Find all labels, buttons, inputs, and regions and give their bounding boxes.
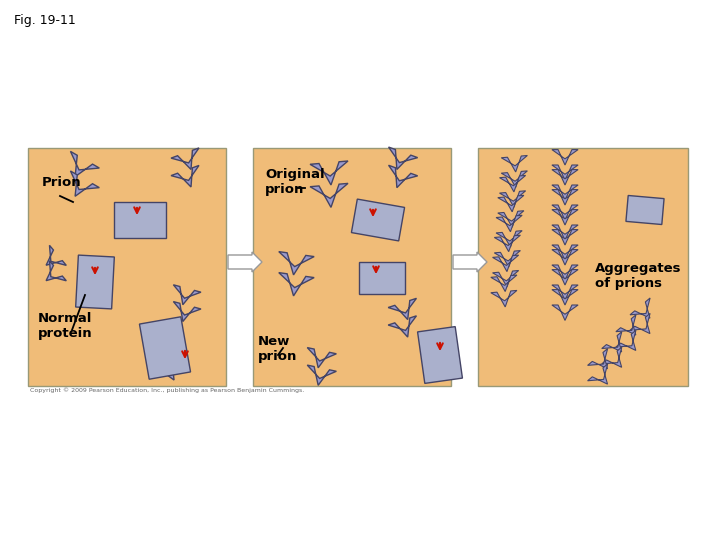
- Polygon shape: [616, 330, 636, 350]
- Polygon shape: [501, 156, 527, 172]
- Polygon shape: [388, 298, 416, 320]
- Polygon shape: [552, 210, 578, 225]
- Polygon shape: [552, 269, 578, 285]
- Polygon shape: [500, 191, 526, 207]
- Polygon shape: [359, 262, 405, 294]
- FancyBboxPatch shape: [253, 148, 451, 386]
- Polygon shape: [552, 165, 578, 180]
- FancyBboxPatch shape: [478, 148, 688, 386]
- Text: New
prion: New prion: [258, 335, 297, 363]
- Polygon shape: [492, 255, 518, 272]
- Polygon shape: [154, 359, 178, 380]
- Polygon shape: [279, 252, 314, 275]
- Polygon shape: [46, 245, 66, 265]
- Text: Prion: Prion: [42, 176, 81, 189]
- Polygon shape: [71, 171, 99, 196]
- Polygon shape: [495, 251, 521, 267]
- Polygon shape: [388, 316, 416, 337]
- FancyBboxPatch shape: [28, 148, 226, 386]
- Text: Normal
protein: Normal protein: [38, 312, 93, 340]
- Polygon shape: [351, 199, 405, 241]
- Polygon shape: [171, 165, 199, 187]
- FancyArrow shape: [453, 252, 487, 272]
- Polygon shape: [602, 332, 622, 352]
- Polygon shape: [310, 161, 348, 185]
- Polygon shape: [552, 230, 578, 245]
- Polygon shape: [46, 261, 66, 281]
- Polygon shape: [279, 273, 314, 296]
- Polygon shape: [552, 185, 578, 200]
- Polygon shape: [498, 211, 524, 227]
- Polygon shape: [389, 147, 418, 170]
- Text: Fig. 19-11: Fig. 19-11: [14, 14, 76, 27]
- Polygon shape: [76, 255, 114, 309]
- Polygon shape: [491, 275, 517, 292]
- Polygon shape: [500, 176, 526, 192]
- Polygon shape: [491, 291, 517, 307]
- Polygon shape: [588, 348, 608, 369]
- Text: Original
prion: Original prion: [265, 168, 325, 196]
- Polygon shape: [154, 343, 178, 364]
- Polygon shape: [552, 205, 578, 220]
- Polygon shape: [602, 347, 622, 367]
- Text: Copyright © 2009 Pearson Education, Inc., publishing as Pearson Benjamin Cumming: Copyright © 2009 Pearson Education, Inc.…: [30, 387, 305, 393]
- Polygon shape: [307, 365, 336, 386]
- Polygon shape: [552, 245, 578, 260]
- Polygon shape: [501, 171, 527, 187]
- FancyArrow shape: [228, 252, 262, 272]
- Polygon shape: [495, 235, 521, 252]
- Polygon shape: [174, 302, 201, 321]
- Polygon shape: [310, 184, 348, 207]
- Polygon shape: [140, 317, 191, 379]
- Polygon shape: [552, 249, 578, 265]
- Text: Aggregates
of prions: Aggregates of prions: [595, 262, 682, 290]
- Polygon shape: [552, 285, 578, 300]
- Polygon shape: [496, 215, 522, 232]
- Polygon shape: [114, 202, 166, 238]
- Polygon shape: [418, 327, 462, 383]
- Polygon shape: [492, 271, 518, 287]
- Polygon shape: [552, 225, 578, 240]
- Polygon shape: [552, 305, 578, 320]
- Polygon shape: [389, 165, 418, 188]
- Polygon shape: [71, 151, 99, 177]
- Polygon shape: [552, 150, 578, 165]
- Polygon shape: [307, 348, 336, 368]
- Polygon shape: [626, 195, 664, 225]
- Polygon shape: [174, 285, 201, 305]
- Polygon shape: [630, 313, 650, 334]
- Polygon shape: [630, 298, 650, 318]
- Polygon shape: [552, 190, 578, 205]
- Polygon shape: [616, 315, 636, 335]
- Polygon shape: [171, 148, 199, 170]
- Polygon shape: [552, 170, 578, 185]
- Polygon shape: [496, 231, 522, 247]
- Polygon shape: [498, 195, 524, 212]
- Polygon shape: [552, 289, 578, 305]
- Polygon shape: [552, 265, 578, 280]
- Polygon shape: [588, 364, 608, 384]
